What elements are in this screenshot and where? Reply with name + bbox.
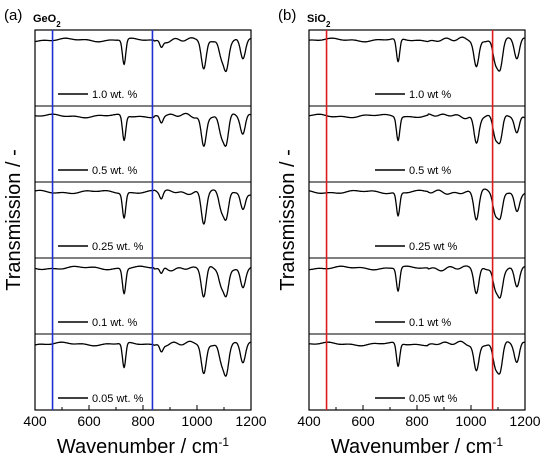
x-tick-label: 1000 [181,413,212,429]
x-tick-label: 1200 [509,413,540,429]
series-label: 0.1 wt. % [92,317,137,329]
series-label: 0.5 wt % [409,165,451,177]
x-axis-title-superscript: -1 [218,435,229,449]
series-label: 1.0 wt % [409,89,451,101]
series-label: 0.25 wt. % [92,241,144,253]
chart-panel-a: 1.0 wt. % 0.5 wt. % 0.25 wt. % 0.1 wt. % 0.0… [3,7,267,458]
x-tick-label: 400 [297,413,321,429]
x-tick-label: 400 [23,413,47,429]
series-label: 0.5 wt. % [92,165,137,177]
series-label: 0.1 wt % [409,317,451,329]
x-axis-title-superscript: -1 [492,435,503,449]
spectrum-series-line [308,265,526,299]
chart-panel-b: 1.0 wt % 0.5 wt % 0.25 wt % 0.1 wt % 0.05 wt… [277,7,541,458]
x-tick-label: 1000 [455,413,486,429]
spectrum-series-line [34,189,252,225]
series-label: 0.25 wt % [409,241,458,253]
material-subscript: 2 [56,20,61,29]
spectrum-series-line [308,113,526,145]
x-tick-label: 800 [405,413,429,429]
panel-label: (b) [278,7,296,24]
spectrum-series-line [308,188,526,221]
series-label: 0.05 wt % [409,393,458,405]
material-subscript: 2 [326,20,331,29]
spectrum-series-line [308,340,526,375]
material-label: SiO2 [307,13,331,29]
material-name: GeO [33,13,57,25]
material-label: GeO2 [33,13,61,29]
series-label: 1.0 wt. % [92,89,137,101]
x-tick-label: 600 [351,413,375,429]
spectrum-series-line [34,265,252,298]
spectrum-series-line [308,36,526,72]
spectrum-series-line [34,340,252,377]
y-axis-title: Transmission / - [3,149,25,291]
panel-label: (a) [4,7,22,24]
series-label: 0.05 wt. % [92,393,144,405]
x-axis-title-text: Wavenumber / cm [57,436,219,458]
y-axis-title: Transmission / - [277,149,299,291]
x-tick-label: 800 [131,413,155,429]
x-tick-label: 1200 [235,413,266,429]
x-axis-title: Wavenumber / cm-1 [331,435,504,458]
x-tick-label: 600 [77,413,101,429]
material-name: SiO [307,13,326,25]
spectrum-series-line [34,37,252,73]
x-axis-title: Wavenumber / cm-1 [57,435,230,458]
x-axis-title-text: Wavenumber / cm [331,436,493,458]
spectrum-series-line [34,112,252,147]
